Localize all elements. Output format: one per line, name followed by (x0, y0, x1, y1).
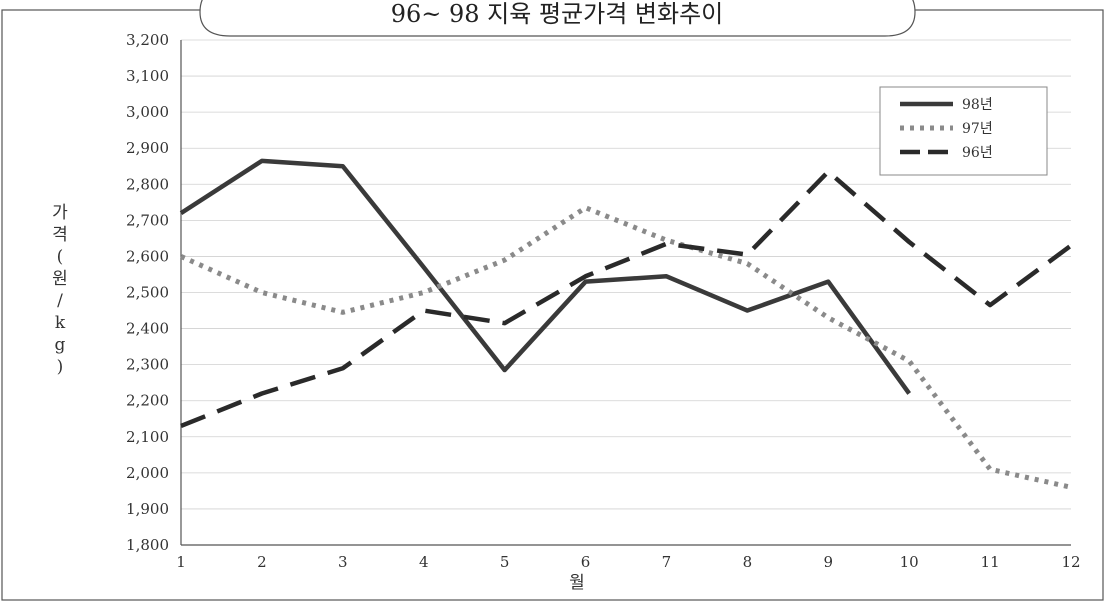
x-tick-label: 5 (500, 553, 510, 571)
y-axis-title: 가격(원/kg) (52, 203, 68, 377)
y-axis-title-char: ) (57, 357, 64, 377)
y-axis-title-char: 가 (52, 203, 68, 223)
y-tick-label: 2,400 (126, 320, 169, 338)
y-tick-label: 1,800 (126, 536, 169, 554)
legend-label: 96년 (962, 145, 993, 161)
legend: 98년 97년 96년 (879, 86, 1048, 176)
x-tick-label: 8 (743, 553, 753, 571)
y-tick-label: 2,300 (126, 356, 169, 374)
y-tick-label: 3,000 (126, 103, 169, 121)
x-tick-label: 3 (338, 553, 348, 571)
legend-box (879, 86, 1048, 176)
y-axis-title-char: 원 (52, 269, 68, 289)
x-tick-label: 1 (176, 553, 186, 571)
series-layer (179, 158, 1073, 490)
y-axis-title-char: k (55, 313, 66, 333)
y-tick-label: 2,500 (126, 284, 169, 302)
x-tick-label: 7 (662, 553, 672, 571)
legend-label: 98년 (962, 97, 993, 113)
x-axis-title: 월 (569, 573, 585, 593)
x-tick-label: 6 (581, 553, 591, 571)
x-tick-label: 11 (981, 553, 1000, 571)
y-axis-title-char: / (57, 291, 63, 311)
grid-layer (180, 39, 1071, 546)
legend-label: 97년 (962, 121, 993, 137)
y-tick-label: 2,000 (126, 464, 169, 482)
y-axis-title-char: 격 (52, 225, 68, 245)
y-tick-label: 2,200 (126, 392, 169, 410)
x-tick-label: 9 (823, 553, 833, 571)
y-axis-title-char: ( (57, 247, 64, 267)
y-tick-label: 2,100 (126, 428, 169, 446)
y-tick-label: 1,900 (126, 500, 169, 518)
series-line-0 (179, 158, 912, 395)
x-tick-label: 10 (900, 553, 919, 571)
y-tick-label: 2,700 (126, 211, 169, 229)
y-tick-label: 2,600 (126, 247, 169, 265)
y-tick-label: 2,900 (126, 139, 169, 157)
x-tick-label: 12 (1061, 553, 1080, 571)
series-line-1 (179, 205, 1072, 490)
y-axis-title-char: g (55, 335, 66, 355)
y-tick-labels: 1,800 1,900 2,000 2,100 2,200 2,300 2,400 2,500… (126, 31, 169, 554)
y-tick-label: 2,800 (126, 175, 169, 193)
title-box (199, 0, 916, 37)
x-tick-label: 4 (419, 553, 429, 571)
series-line-2 (180, 169, 1073, 429)
y-tick-label: 3,200 (126, 31, 169, 49)
x-tick-labels: 1 2 3 4 5 6 7 8 9 10 11 12 (176, 553, 1080, 571)
x-tick-label: 2 (257, 553, 267, 571)
chart-title: 96~ 98 지육 평균가격 변화추이 (391, 0, 724, 28)
y-tick-label: 3,100 (126, 67, 169, 85)
